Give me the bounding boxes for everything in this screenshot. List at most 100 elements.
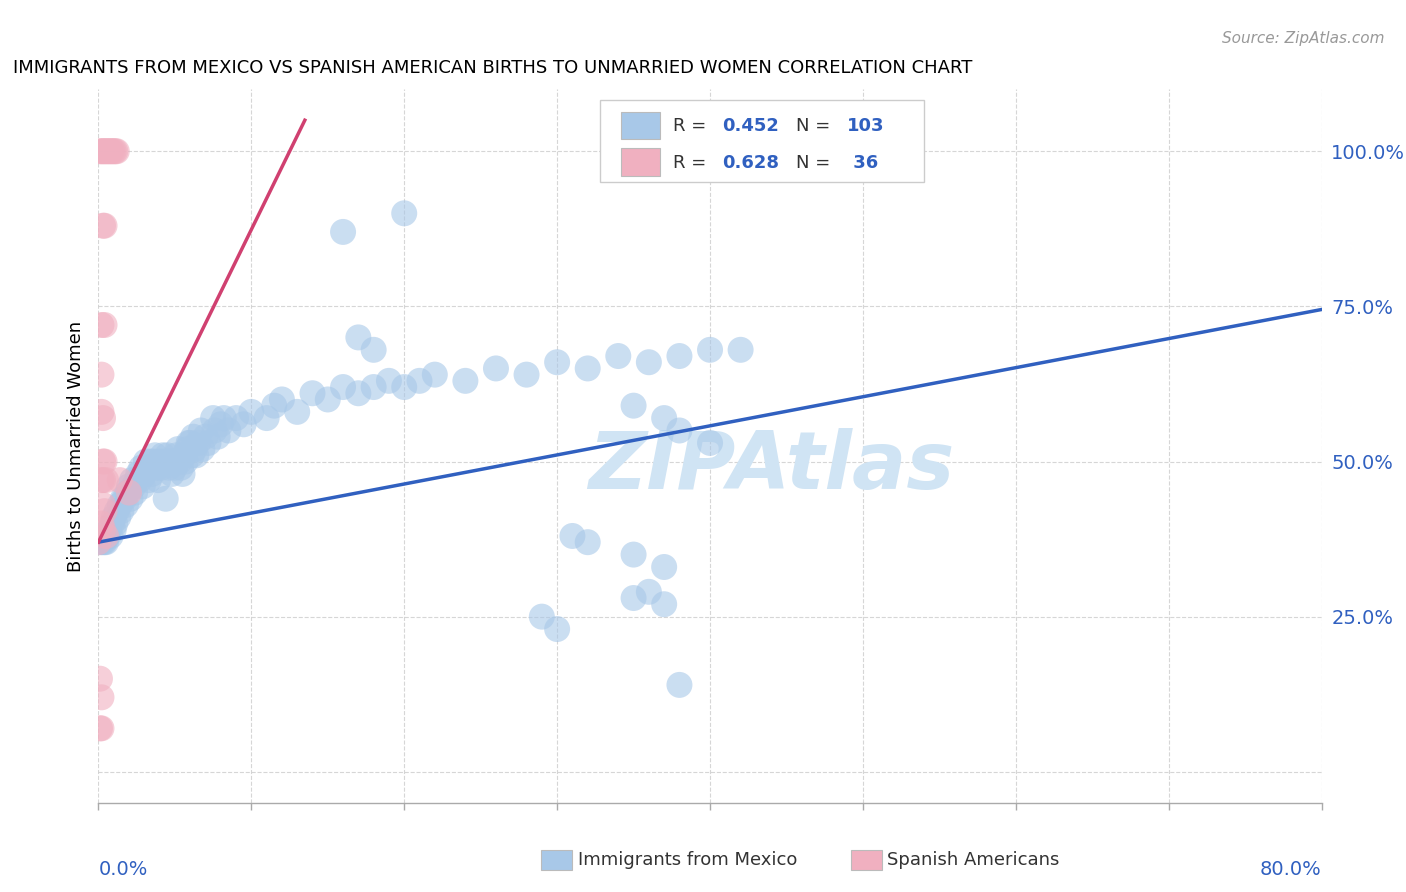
Point bbox=[90, 318, 112, 332]
Point bbox=[516, 368, 538, 382]
Point bbox=[101, 516, 124, 531]
Point bbox=[135, 454, 157, 468]
Point bbox=[101, 145, 124, 159]
Y-axis label: Births to Unmarried Women: Births to Unmarried Women bbox=[66, 320, 84, 572]
Text: 0.628: 0.628 bbox=[723, 153, 779, 171]
Point bbox=[174, 454, 197, 468]
Bar bbox=[620, 148, 659, 176]
Point bbox=[143, 448, 166, 462]
Point bbox=[316, 392, 339, 407]
Point bbox=[93, 145, 115, 159]
Point bbox=[94, 473, 117, 487]
Point bbox=[94, 529, 117, 543]
Point bbox=[91, 411, 114, 425]
Point bbox=[117, 485, 139, 500]
Point bbox=[128, 473, 150, 487]
Point bbox=[100, 529, 122, 543]
Point bbox=[637, 355, 661, 369]
Point bbox=[87, 535, 110, 549]
Point bbox=[225, 411, 247, 425]
Point bbox=[454, 374, 477, 388]
Point bbox=[256, 411, 278, 425]
Point bbox=[180, 448, 202, 462]
Point bbox=[146, 473, 169, 487]
Point bbox=[104, 516, 127, 531]
Point bbox=[90, 516, 112, 531]
Point bbox=[576, 361, 599, 376]
Point bbox=[89, 535, 111, 549]
Point bbox=[139, 454, 162, 468]
Point bbox=[118, 479, 141, 493]
Point bbox=[98, 523, 121, 537]
Point bbox=[103, 510, 125, 524]
Point bbox=[93, 454, 115, 468]
Point bbox=[301, 386, 323, 401]
Point bbox=[169, 454, 191, 468]
Point bbox=[392, 380, 416, 394]
Point bbox=[204, 424, 226, 438]
Point bbox=[530, 609, 553, 624]
Point bbox=[179, 436, 201, 450]
Point bbox=[637, 584, 661, 599]
Point bbox=[91, 498, 114, 512]
Point bbox=[93, 535, 115, 549]
Point bbox=[623, 591, 645, 605]
Text: IMMIGRANTS FROM MEXICO VS SPANISH AMERICAN BIRTHS TO UNMARRIED WOMEN CORRELATION: IMMIGRANTS FROM MEXICO VS SPANISH AMERIC… bbox=[13, 59, 972, 77]
Text: Spanish Americans: Spanish Americans bbox=[887, 851, 1060, 869]
Point bbox=[150, 460, 173, 475]
Point bbox=[363, 380, 385, 394]
Point bbox=[160, 467, 183, 481]
Point bbox=[187, 436, 209, 450]
Point bbox=[91, 523, 114, 537]
Point bbox=[145, 460, 167, 475]
Point bbox=[232, 417, 254, 432]
Point bbox=[332, 225, 354, 239]
Point bbox=[91, 535, 114, 549]
Point bbox=[120, 491, 142, 506]
Point bbox=[212, 411, 235, 425]
Point bbox=[202, 411, 225, 425]
Point bbox=[93, 219, 115, 233]
Point bbox=[652, 597, 675, 611]
Point bbox=[170, 460, 193, 475]
Point bbox=[122, 479, 145, 493]
Text: 0.0%: 0.0% bbox=[98, 860, 148, 879]
Point bbox=[91, 145, 114, 159]
Point bbox=[110, 504, 132, 518]
Point bbox=[668, 349, 690, 363]
Text: 103: 103 bbox=[846, 118, 884, 136]
Text: N =: N = bbox=[796, 153, 835, 171]
Point bbox=[108, 473, 131, 487]
Text: R =: R = bbox=[673, 153, 713, 171]
Point bbox=[576, 535, 599, 549]
Point bbox=[118, 485, 141, 500]
Point bbox=[97, 529, 120, 543]
Point bbox=[623, 399, 645, 413]
Point bbox=[163, 460, 186, 475]
Point bbox=[240, 405, 263, 419]
Point bbox=[190, 424, 212, 438]
Text: 0.452: 0.452 bbox=[723, 118, 779, 136]
Text: Immigrants from Mexico: Immigrants from Mexico bbox=[578, 851, 797, 869]
Point bbox=[91, 473, 114, 487]
Point bbox=[173, 448, 195, 462]
Point bbox=[89, 722, 111, 736]
Point bbox=[149, 454, 172, 468]
Point bbox=[423, 368, 446, 382]
Point bbox=[652, 411, 675, 425]
Point bbox=[623, 548, 645, 562]
Point bbox=[181, 430, 204, 444]
Point bbox=[115, 498, 138, 512]
Point bbox=[111, 491, 134, 506]
Point bbox=[270, 392, 292, 407]
Point bbox=[98, 145, 121, 159]
Point bbox=[332, 380, 354, 394]
Point bbox=[159, 454, 181, 468]
Point bbox=[97, 145, 120, 159]
Point bbox=[546, 622, 568, 636]
Point bbox=[142, 454, 165, 468]
Point bbox=[167, 442, 190, 456]
Point bbox=[561, 529, 583, 543]
Point bbox=[156, 448, 179, 462]
Point bbox=[93, 318, 115, 332]
